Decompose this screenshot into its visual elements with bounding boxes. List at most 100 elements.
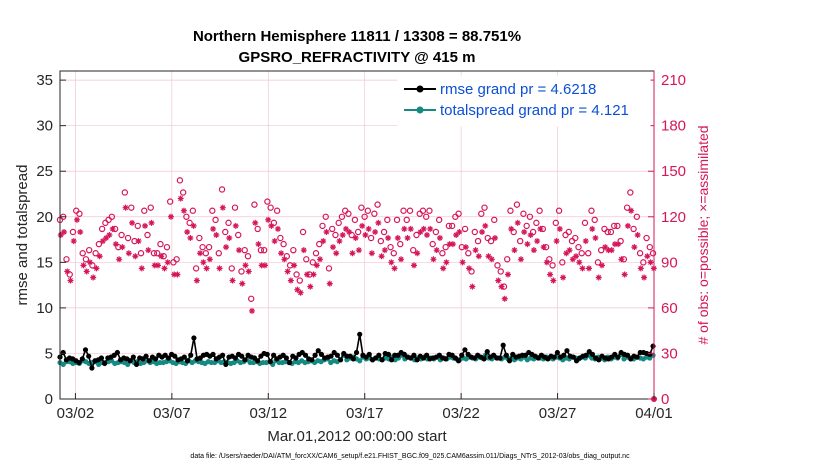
rmse-marker <box>181 354 187 360</box>
obs-possible-marker <box>533 219 540 227</box>
totalspread-marker <box>357 358 363 364</box>
obs-assimilated-marker <box>440 265 447 272</box>
obs-possible-marker <box>218 186 226 193</box>
obs-assimilated-marker <box>83 268 90 275</box>
rmse-marker <box>388 357 395 363</box>
rmse-marker <box>554 349 560 356</box>
rmse-marker <box>328 353 334 359</box>
obs-assimilated-marker <box>297 289 304 296</box>
obs-possible-marker <box>432 228 440 236</box>
obs-assimilated-marker <box>252 219 259 226</box>
rmse-marker <box>232 355 238 361</box>
obs-assimilated-marker <box>540 244 547 251</box>
obs-assimilated-marker <box>414 250 421 257</box>
obs-assimilated-marker <box>73 216 80 223</box>
obs-assimilated-marker <box>433 247 440 254</box>
obs-possible-marker <box>296 277 304 284</box>
obs-possible-marker <box>231 204 239 211</box>
rmse-marker <box>561 352 567 358</box>
rmse-marker <box>334 352 340 358</box>
y-tick-label: 0 <box>45 391 53 408</box>
obs-possible-marker <box>319 222 326 230</box>
obs-assimilated-marker <box>187 235 194 242</box>
obs-possible-marker <box>222 228 229 236</box>
obs-possible-marker <box>575 243 582 251</box>
rmse-marker <box>615 354 621 360</box>
obs-assimilated-marker <box>420 225 427 232</box>
y-right-tick-label: 180 <box>661 118 686 135</box>
obs-possible-marker <box>108 213 116 220</box>
obs-possible-marker <box>205 243 213 251</box>
rmse-marker <box>82 347 89 353</box>
rmse-marker <box>484 349 490 355</box>
obs-possible-marker <box>445 222 453 230</box>
obs-assimilated-marker <box>122 204 129 211</box>
obs-assimilated-marker <box>563 250 570 257</box>
obs-possible-marker <box>481 204 488 211</box>
obs-possible-marker <box>166 198 174 205</box>
obs-possible-marker <box>254 225 261 233</box>
obs-assimilated-marker <box>368 250 375 257</box>
obs-possible-marker <box>516 237 524 245</box>
obs-assimilated-marker <box>57 232 64 238</box>
obs-possible-marker <box>121 189 129 196</box>
obs-possible-marker <box>429 240 436 248</box>
obs-possible-marker <box>76 210 83 217</box>
obs-possible-marker <box>264 198 271 205</box>
obs-possible-marker <box>406 207 414 214</box>
obs-possible-marker <box>484 234 491 242</box>
obs-possible-marker <box>442 243 449 251</box>
obs-assimilated-marker <box>385 235 392 242</box>
obs-assimilated-marker <box>553 238 560 245</box>
obs-possible-marker <box>614 222 621 230</box>
obs-possible-marker <box>640 259 647 266</box>
obs-possible-marker <box>186 219 193 227</box>
rmse-marker <box>223 361 229 367</box>
obs-possible-marker <box>85 246 93 254</box>
obs-possible-marker <box>293 271 300 278</box>
obs-possible-marker <box>176 177 184 184</box>
obs-possible-marker <box>118 231 125 239</box>
obs-assimilated-marker <box>206 256 213 263</box>
obs-possible-marker <box>416 210 423 217</box>
rmse-marker <box>385 351 392 357</box>
obs-possible-marker <box>322 213 329 220</box>
obs-possible-marker <box>341 207 349 214</box>
rmse-marker <box>497 355 503 361</box>
obs-assimilated-marker <box>621 271 628 278</box>
obs-possible-marker <box>335 219 342 227</box>
obs-assimilated-marker <box>449 241 456 248</box>
obs-assimilated-marker <box>569 256 576 263</box>
obs-assimilated-marker <box>239 280 246 287</box>
rmse-marker <box>353 349 360 356</box>
x-tick-label: 03/27 <box>539 405 577 422</box>
obs-assimilated-marker <box>641 274 648 281</box>
obs-possible-marker <box>179 189 187 196</box>
obs-assimilated-marker <box>346 228 353 235</box>
obs-possible-marker <box>393 216 401 224</box>
obs-assimilated-marker <box>342 225 349 232</box>
obs-possible-marker <box>247 295 255 302</box>
obs-assimilated-marker <box>197 250 204 257</box>
obs-assimilated-marker <box>284 268 291 275</box>
obs-assimilated-marker <box>492 235 499 242</box>
obs-assimilated-marker <box>261 262 268 269</box>
obs-assimilated-marker <box>213 232 220 238</box>
obs-assimilated-marker <box>508 225 515 232</box>
obs-possible-marker <box>474 237 482 245</box>
obs-possible-marker <box>588 207 595 214</box>
obs-assimilated-marker <box>495 277 502 284</box>
obs-assimilated-marker <box>427 225 434 232</box>
y-axis-label-right: # of obs: o=possible; ×=assimilated <box>695 125 711 344</box>
x-tick-label: 03/02 <box>57 405 95 422</box>
rmse-marker <box>102 360 108 367</box>
obs-possible-marker <box>439 250 446 257</box>
obs-possible-marker <box>260 246 268 254</box>
obs-possible-marker <box>79 250 86 257</box>
obs-assimilated-marker <box>339 232 346 238</box>
rmse-marker <box>188 352 194 358</box>
obs-assimilated-marker <box>608 247 615 254</box>
obs-assimilated-marker <box>411 262 417 269</box>
obs-assimilated-marker <box>119 244 126 251</box>
x-axis-label: Mar.01,2012 00:00:00 start <box>267 428 447 445</box>
